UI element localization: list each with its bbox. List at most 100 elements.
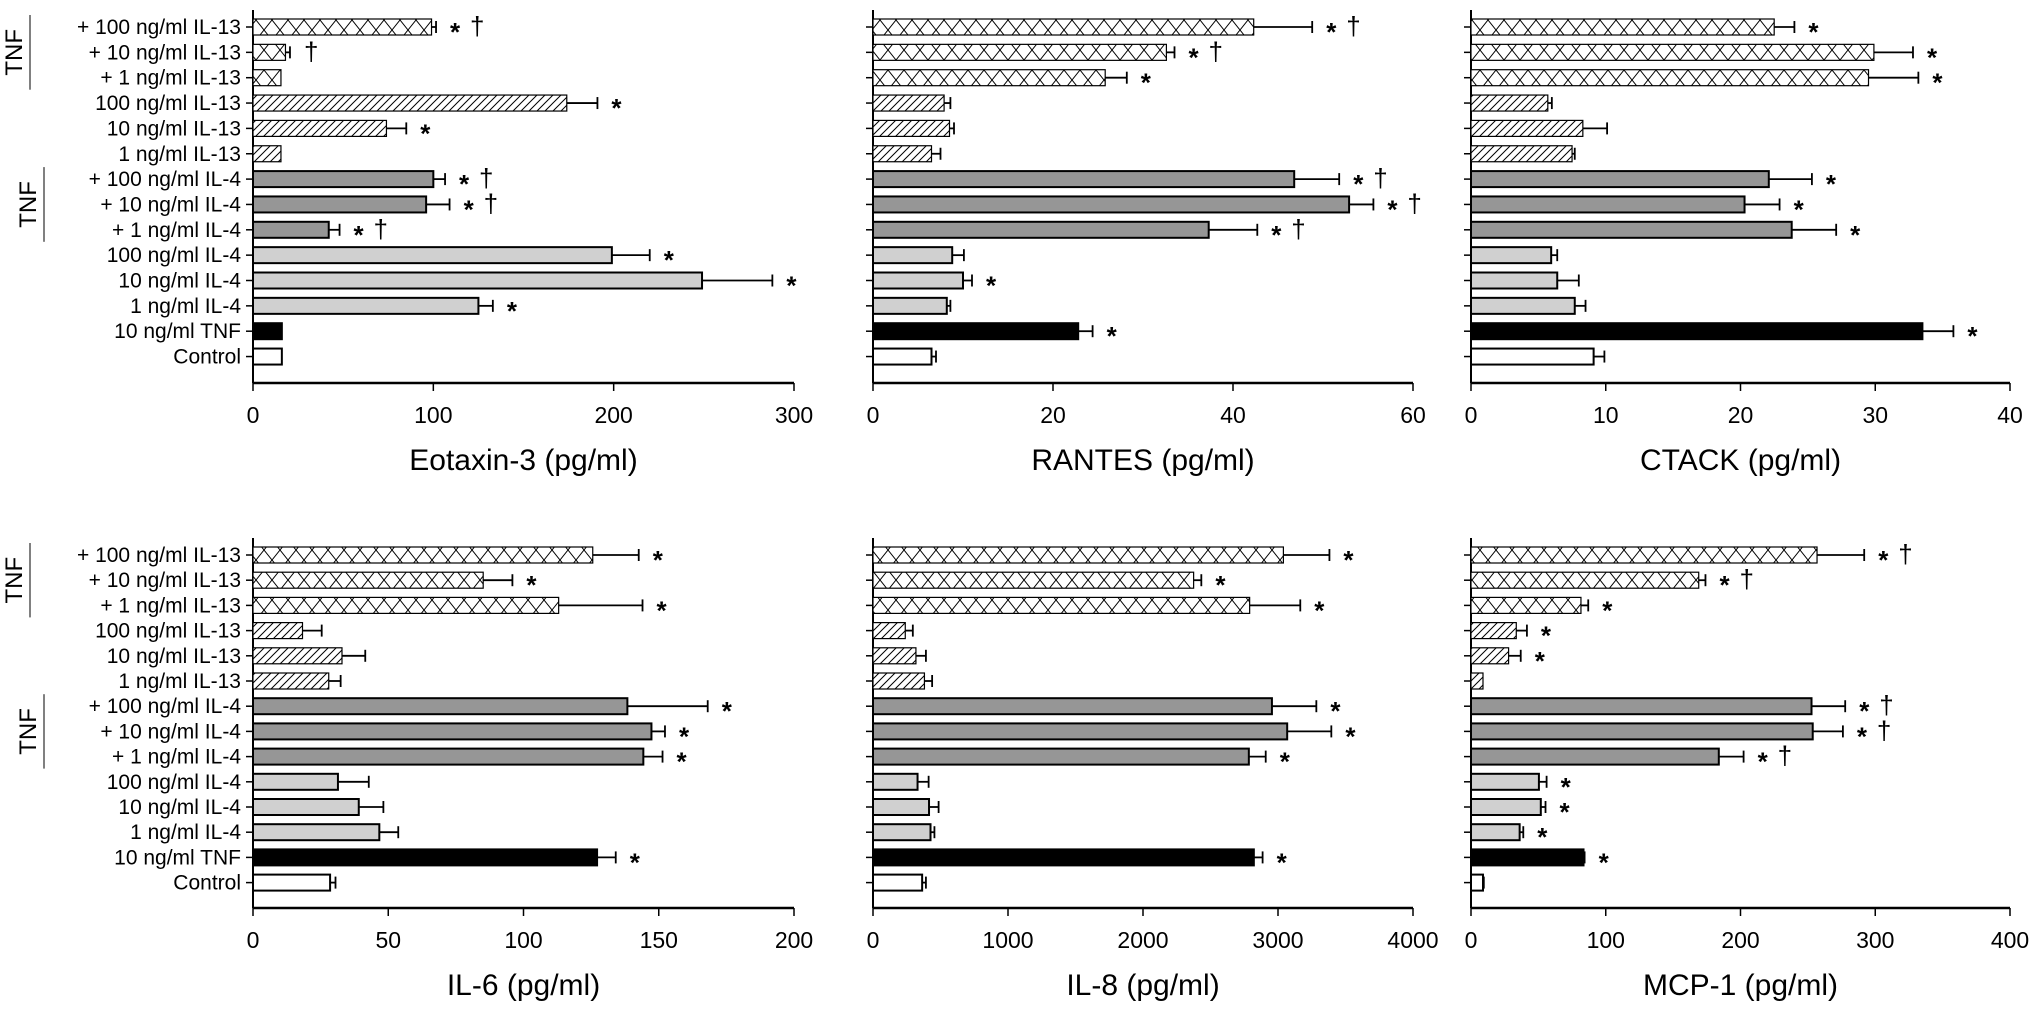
significance-asterisk: * (664, 245, 675, 275)
category-label: 10 ng/ml TNF (114, 320, 241, 343)
category-label: + 100 ng/ml IL-13 (77, 544, 241, 567)
x-tick-label: 1000 (982, 927, 1033, 953)
category-label: 10 ng/ml IL-13 (107, 645, 241, 668)
significance-asterisk: * (1141, 68, 1152, 98)
significance-asterisk: * (1758, 747, 1769, 777)
bar (872, 296, 948, 315)
x-axis-title: RANTES (pg/ml) (1031, 444, 1254, 477)
category-label: Control (173, 346, 241, 369)
significance-asterisk: * (1107, 321, 1118, 351)
bar (1470, 347, 1595, 366)
panel-il-6: 0 50 100 150 200 IL-6 (pg/ml) + 100 ng/ml IL-1… (1, 538, 813, 1002)
significance-dagger: † (304, 36, 318, 66)
significance-asterisk: * (1345, 721, 1356, 751)
category-label: 100 ng/ml IL-4 (107, 771, 242, 794)
x-axis-title: IL-6 (pg/ml) (447, 969, 600, 1002)
significance-dagger: † (1407, 188, 1421, 218)
x-tick-label: 200 (1721, 927, 1759, 953)
bar (1470, 571, 1700, 589)
category-label: + 100 ng/ml IL-4 (89, 695, 242, 718)
group-label-tnf: TNF (15, 708, 42, 755)
bar (1470, 271, 1559, 290)
x-tick-label: 60 (1400, 402, 1426, 428)
bar (1470, 747, 1720, 766)
bar (252, 43, 287, 61)
bar (872, 823, 932, 842)
bar (872, 271, 964, 290)
bar (1470, 170, 1770, 189)
significance-dagger: † (479, 163, 493, 193)
significance-asterisk: * (986, 271, 997, 301)
bar (252, 322, 283, 341)
category-label: + 1 ng/ml IL-4 (112, 219, 241, 242)
bar (252, 647, 343, 665)
significance-asterisk: * (1535, 646, 1546, 676)
significance-asterisk: * (1387, 194, 1398, 224)
category-label: 1 ng/ml IL-13 (118, 143, 241, 166)
panel-eotaxin-3: 0 100 200 300 Eotaxin-3 (pg/ml) + 100 ng/ml I… (1, 10, 813, 477)
significance-asterisk: * (1850, 220, 1861, 250)
significance-asterisk: * (526, 570, 537, 600)
x-tick-label: 200 (594, 402, 632, 428)
bar (1470, 697, 1813, 716)
category-label: 10 ng/ml TNF (114, 846, 241, 869)
significance-dagger: † (1879, 690, 1893, 720)
significance-asterisk: * (630, 847, 641, 877)
significance-asterisk: * (459, 169, 470, 199)
significance-asterisk: * (464, 194, 475, 224)
bar (872, 18, 1255, 36)
x-tick-label: 0 (1465, 402, 1478, 428)
bar (252, 697, 629, 716)
bar (1470, 772, 1540, 791)
significance-asterisk: * (1561, 772, 1572, 802)
significance-asterisk: * (450, 17, 461, 47)
category-label: 1 ng/ml IL-4 (130, 821, 241, 844)
significance-asterisk: * (1541, 621, 1552, 651)
bar (1470, 18, 1775, 36)
significance-asterisk: * (677, 747, 688, 777)
significance-asterisk: * (1719, 570, 1730, 600)
bar (1470, 246, 1553, 265)
bar (872, 747, 1250, 766)
significance-asterisk: * (1859, 696, 1870, 726)
significance-dagger: † (1898, 539, 1912, 569)
category-label: + 100 ng/ml IL-13 (77, 16, 241, 39)
significance-asterisk: * (1932, 68, 1943, 98)
bar (872, 697, 1273, 716)
bar (252, 246, 613, 265)
x-tick-label: 0 (867, 402, 880, 428)
category-label: + 1 ng/ml IL-13 (100, 67, 241, 90)
significance-asterisk: * (420, 118, 431, 148)
category-label: 100 ng/ml IL-4 (107, 244, 242, 267)
bar (252, 220, 330, 239)
x-tick-label: 20 (1728, 402, 1754, 428)
bar (252, 848, 599, 867)
significance-asterisk: * (1215, 570, 1226, 600)
significance-asterisk: * (1277, 847, 1288, 877)
x-tick-label: 100 (504, 927, 542, 953)
bar (252, 571, 484, 589)
significance-dagger: † (1778, 741, 1792, 771)
bar (872, 596, 1251, 615)
bar (252, 94, 568, 112)
bar (872, 322, 1080, 341)
category-label: + 10 ng/ml IL-13 (89, 41, 241, 64)
x-tick-label: 4000 (1387, 927, 1438, 953)
bar (252, 296, 480, 315)
bar (872, 621, 906, 640)
bar (252, 772, 339, 791)
category-label: + 100 ng/ml IL-4 (89, 168, 242, 191)
bar (872, 546, 1284, 564)
significance-asterisk: * (1330, 696, 1341, 726)
x-tick-label: 10 (1593, 402, 1619, 428)
bar (872, 69, 1106, 87)
significance-asterisk: * (1560, 797, 1571, 827)
group-label-tnf: TNF (1, 557, 28, 604)
significance-asterisk: * (786, 271, 797, 301)
bar (252, 69, 282, 87)
bar (252, 672, 330, 690)
x-tick-label: 300 (1856, 927, 1894, 953)
x-tick-label: 0 (247, 927, 260, 953)
